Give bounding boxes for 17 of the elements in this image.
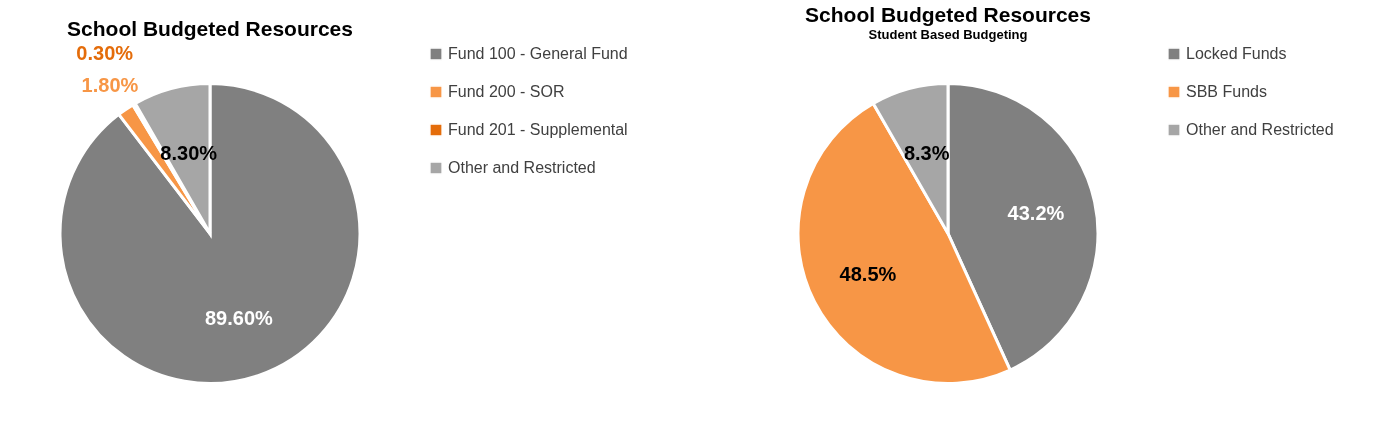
legend-label: Locked Funds bbox=[1186, 45, 1287, 62]
legend-label: Other and Restricted bbox=[448, 159, 596, 176]
data-label: 0.30% bbox=[76, 42, 134, 65]
data-label: 1.80% bbox=[81, 74, 139, 97]
data-label: 43.2% bbox=[1007, 202, 1065, 225]
data-label: 48.5% bbox=[839, 262, 897, 285]
legend-label: SBB Funds bbox=[1186, 83, 1267, 100]
legend-label: Fund 201 - Supplemental bbox=[448, 121, 628, 138]
chart-subtitle: Student Based Budgeting bbox=[868, 27, 1028, 42]
data-label: 8.30% bbox=[160, 141, 218, 164]
chart-title: School Budgeted Resources bbox=[67, 17, 353, 41]
legend-label: Fund 200 - SOR bbox=[448, 83, 565, 100]
legend-label: Other and Restricted bbox=[1186, 121, 1334, 138]
data-label: 8.3% bbox=[903, 141, 950, 164]
chart-title: School Budgeted Resources bbox=[805, 3, 1091, 26]
legend-label: Fund 100 - General Fund bbox=[448, 45, 628, 62]
data-label: 89.60% bbox=[204, 306, 274, 329]
